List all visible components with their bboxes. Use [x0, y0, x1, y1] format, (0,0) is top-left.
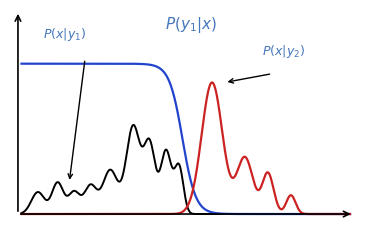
- Text: $P(x|y_2)$: $P(x|y_2)$: [262, 43, 305, 60]
- Text: $P(x|y_1)$: $P(x|y_1)$: [43, 26, 86, 43]
- Text: $P(y_1|x)$: $P(y_1|x)$: [165, 15, 217, 35]
